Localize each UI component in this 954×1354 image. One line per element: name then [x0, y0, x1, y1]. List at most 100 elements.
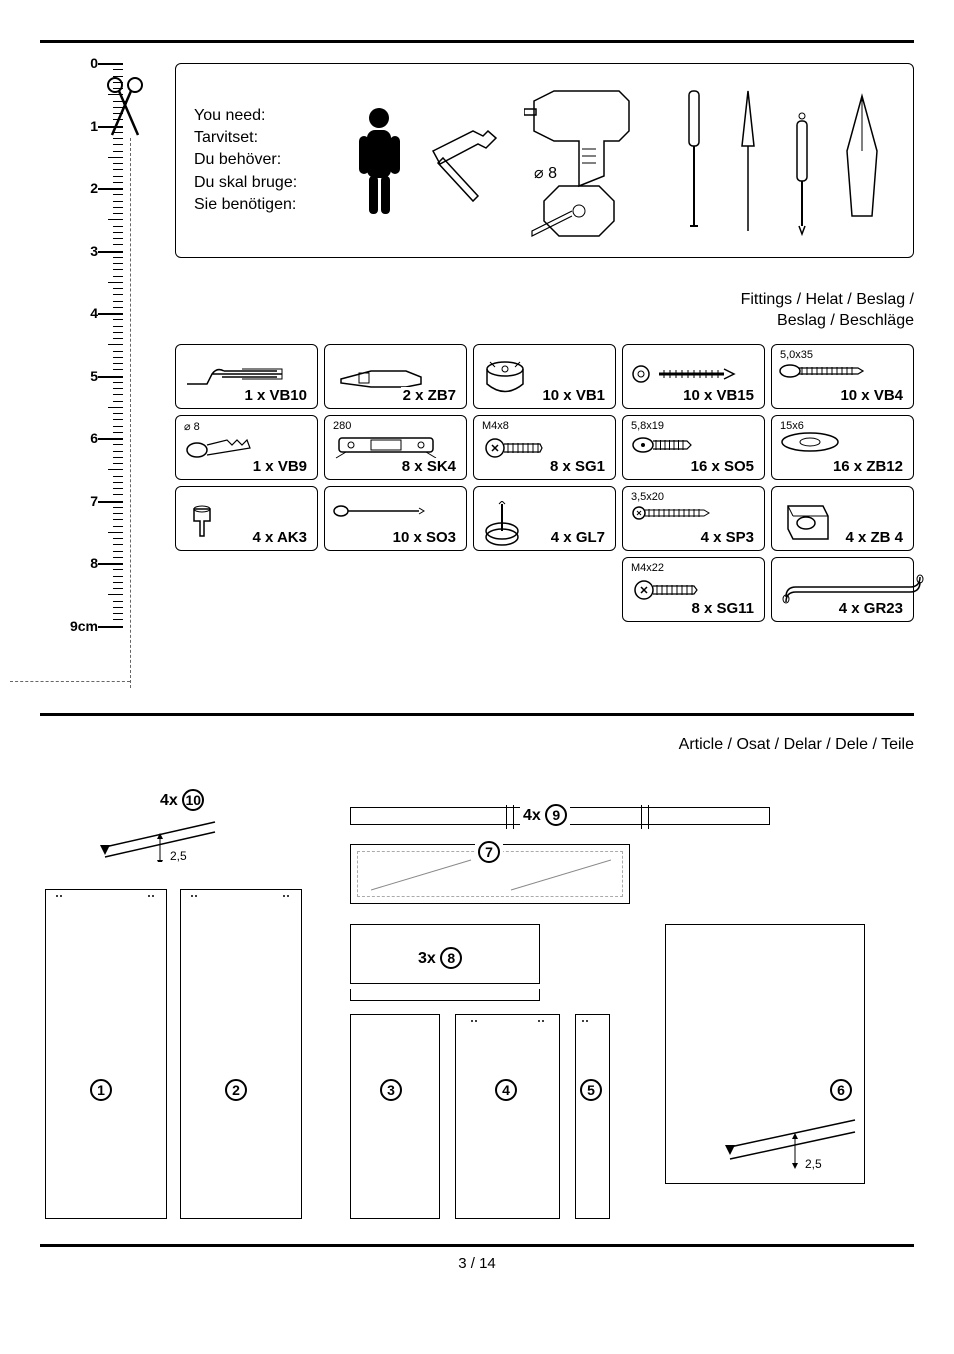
- part-6-label: 6: [830, 1079, 852, 1101]
- part-10-arrow-icon: [90, 817, 230, 862]
- fitting-icon: [182, 501, 222, 546]
- screwdriver-flat-icon: [680, 86, 708, 236]
- ruler-column: 0123456789cm: [40, 63, 160, 688]
- fitting-cell: 4 x AK3: [175, 486, 318, 551]
- you-need-line: Du behöver:: [194, 149, 334, 171]
- part-5-label: 5: [580, 1079, 602, 1101]
- part-6-dim: 2,5: [805, 1157, 822, 1171]
- fitting-cell: 10 x VB15: [622, 344, 765, 409]
- fitting-icon: [778, 359, 868, 389]
- fitting-cell: 5,8x1916 x SO5: [622, 415, 765, 480]
- fittings-grid: 1 x VB102 x ZB710 x VB110 x VB155,0x3510…: [175, 344, 914, 622]
- fitting-cell: 2 x ZB7: [324, 344, 467, 409]
- you-need-text: You need:Tarvitset:Du behöver:Du skal br…: [194, 105, 334, 217]
- part-9-label: 4x 9: [520, 804, 570, 826]
- panel-1: [45, 889, 165, 1219]
- you-need-icons: ⌀ 8: [344, 81, 895, 241]
- part-2-label: 2: [225, 1079, 247, 1101]
- ruler-label: 4: [90, 305, 98, 321]
- panel-4: [455, 1014, 560, 1219]
- part-1-label: 1: [90, 1079, 112, 1101]
- cut-line-horizontal: [10, 681, 130, 682]
- fitting-qty: 8 x SK4: [400, 458, 458, 475]
- section-divider: [40, 713, 914, 716]
- page-number: 3 / 14: [40, 1255, 914, 1272]
- fitting-qty: 4 x SP3: [699, 529, 756, 546]
- fitting-qty: 8 x SG11: [689, 600, 756, 617]
- you-need-box: You need:Tarvitset:Du behöver:Du skal br…: [175, 63, 914, 258]
- part-7-label: 7: [475, 841, 503, 863]
- hammer-icon: [428, 116, 498, 206]
- ruler-label: 1: [90, 118, 98, 134]
- fitting-qty: 4 x GR23: [837, 600, 905, 617]
- article-diagram: 4x 10 2,5 1 2 4x 9 7 3x 8: [40, 789, 914, 1219]
- ruler-label: 8: [90, 555, 98, 571]
- person-icon: [357, 106, 402, 216]
- you-need-line: Du skal bruge:: [194, 172, 334, 194]
- fitting-cell: 4 x ZB 4: [771, 486, 914, 551]
- fitting-icon: [778, 430, 843, 460]
- fitting-cell: 3,5x204 x SP3: [622, 486, 765, 551]
- fitting-qty: 10 x VB4: [838, 387, 905, 404]
- fitting-cell: M4x88 x SG1: [473, 415, 616, 480]
- drill-size-label: ⌀ 8: [534, 163, 557, 183]
- fitting-qty: 16 x SO5: [689, 458, 756, 475]
- fitting-cell: M4x228 x SG11: [622, 557, 765, 622]
- ruler-label: 3: [90, 243, 98, 259]
- page-top-rule: [40, 40, 914, 43]
- you-need-line: You need:: [194, 105, 334, 127]
- page-bottom-rule: [40, 1244, 914, 1247]
- fitting-cell: 4 x GR23: [771, 557, 914, 622]
- part-8-label: 3x 8: [415, 947, 465, 969]
- fitting-cell: 15x616 x ZB12: [771, 415, 914, 480]
- fitting-qty: 10 x VB1: [540, 387, 607, 404]
- fitting-qty: 4 x AK3: [251, 529, 309, 546]
- article-heading: Article / Osat / Delar / Dele / Teile: [40, 736, 914, 754]
- right-column: You need:Tarvitset:Du behöver:Du skal br…: [175, 63, 914, 622]
- fitting-cell: 2808 x SK4: [324, 415, 467, 480]
- ruler-label: 5: [90, 368, 98, 384]
- fitting-icon: [480, 501, 525, 551]
- fitting-qty: 10 x VB15: [681, 387, 756, 404]
- fitting-qty: 8 x SG1: [548, 458, 607, 475]
- fitting-icon: [331, 501, 426, 526]
- tape-measure-icon: [529, 181, 619, 241]
- part-3-label: 3: [380, 1079, 402, 1101]
- fitting-qty: 4 x GL7: [549, 529, 607, 546]
- fitting-qty: 16 x ZB12: [831, 458, 905, 475]
- fitting-icon: [480, 359, 530, 404]
- fitting-cell: ⌀ 81 x VB9: [175, 415, 318, 480]
- ruler-label: 2: [90, 180, 98, 196]
- ruler-label: 6: [90, 430, 98, 446]
- screwdriver-phillips-icon: [788, 86, 816, 236]
- panel-1-side: [155, 889, 167, 1219]
- fitting-cell: 10 x SO3: [324, 486, 467, 551]
- fitting-icon: [480, 430, 550, 470]
- top-section: 0123456789cm You need:Tarvitset:Du behöv…: [40, 63, 914, 688]
- panel-5: [575, 1014, 610, 1219]
- ruler-label: 0: [90, 55, 98, 71]
- panel-2-side: [290, 889, 302, 1219]
- cut-line-vertical: [130, 138, 131, 688]
- fittings-heading: Fittings / Helat / Beslag / Beslag / Bes…: [175, 290, 914, 332]
- ruler-label: 7: [90, 493, 98, 509]
- part-6-arrow-icon: [720, 1117, 870, 1172]
- panel-8-edge: [350, 989, 540, 1001]
- scissors-icon: [105, 73, 160, 138]
- part-10-label: 4x 10: [160, 789, 204, 811]
- fitting-icon: [629, 501, 714, 531]
- panel-2: [180, 889, 300, 1219]
- fitting-icon: [778, 501, 833, 551]
- part-10-dim: 2,5: [170, 849, 187, 863]
- fitting-qty: 1 x VB9: [251, 458, 309, 475]
- panel-3: [350, 1014, 440, 1219]
- fitting-cell: 5,0x3510 x VB4: [771, 344, 914, 409]
- you-need-line: Tarvitset:: [194, 127, 334, 149]
- fitting-qty: 10 x SO3: [391, 529, 458, 546]
- fitting-qty: 2 x ZB7: [401, 387, 458, 404]
- part-4-label: 4: [495, 1079, 517, 1101]
- wedge-icon: [842, 91, 882, 231]
- ruler-label: 9cm: [70, 618, 98, 634]
- awl-icon: [734, 86, 762, 236]
- you-need-line: Sie benötigen:: [194, 194, 334, 216]
